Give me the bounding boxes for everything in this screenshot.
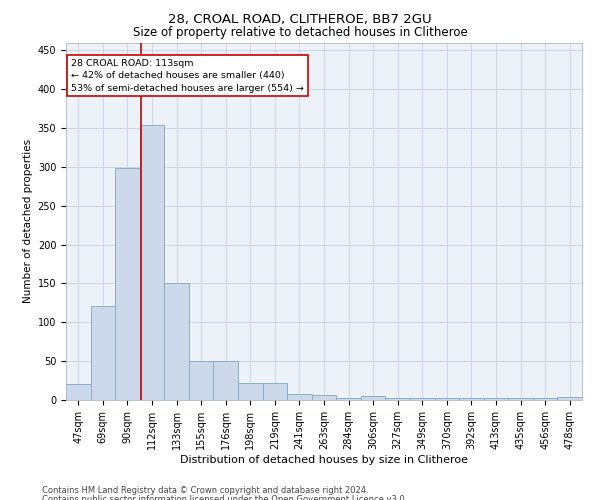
Bar bbox=[557, 397, 582, 400]
Bar bbox=[410, 398, 434, 400]
X-axis label: Distribution of detached houses by size in Clitheroe: Distribution of detached houses by size … bbox=[180, 454, 468, 464]
Text: Contains public sector information licensed under the Open Government Licence v3: Contains public sector information licen… bbox=[42, 495, 407, 500]
Y-axis label: Number of detached properties: Number of detached properties bbox=[23, 139, 34, 304]
Bar bbox=[385, 398, 410, 400]
Bar bbox=[484, 398, 508, 400]
Bar bbox=[66, 384, 91, 400]
Bar bbox=[312, 396, 336, 400]
Text: 28, CROAL ROAD, CLITHEROE, BB7 2GU: 28, CROAL ROAD, CLITHEROE, BB7 2GU bbox=[168, 12, 432, 26]
Bar bbox=[189, 361, 214, 400]
Bar bbox=[508, 398, 533, 400]
Bar bbox=[533, 398, 557, 400]
Bar bbox=[214, 361, 238, 400]
Bar bbox=[91, 306, 115, 400]
Bar bbox=[238, 383, 263, 400]
Bar bbox=[140, 125, 164, 400]
Bar bbox=[336, 398, 361, 400]
Bar bbox=[287, 394, 312, 400]
Bar bbox=[459, 398, 484, 400]
Text: Size of property relative to detached houses in Clitheroe: Size of property relative to detached ho… bbox=[133, 26, 467, 39]
Bar bbox=[164, 284, 189, 400]
Bar bbox=[115, 168, 140, 400]
Bar bbox=[361, 396, 385, 400]
Text: Contains HM Land Registry data © Crown copyright and database right 2024.: Contains HM Land Registry data © Crown c… bbox=[42, 486, 368, 495]
Text: 28 CROAL ROAD: 113sqm
← 42% of detached houses are smaller (440)
53% of semi-det: 28 CROAL ROAD: 113sqm ← 42% of detached … bbox=[71, 58, 304, 92]
Bar bbox=[263, 383, 287, 400]
Bar bbox=[434, 398, 459, 400]
